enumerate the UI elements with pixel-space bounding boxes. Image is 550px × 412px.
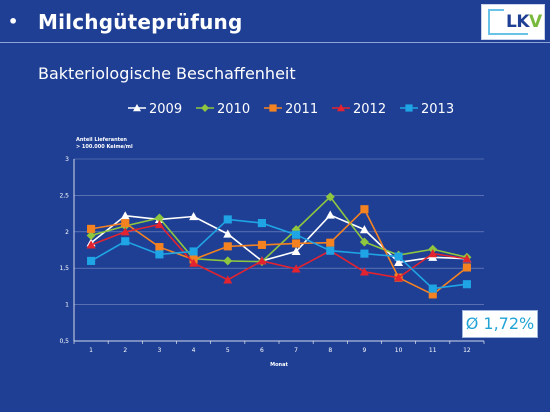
logo-text: LKV <box>506 12 542 32</box>
point-2010-1 <box>86 230 96 240</box>
x-tick-label-12: 12 <box>463 347 471 354</box>
logo-stroke-bottom <box>488 33 528 35</box>
point-2013-7 <box>292 230 301 239</box>
point-2013-1 <box>87 256 96 265</box>
x-axis-label: Monat <box>270 362 288 368</box>
point-2011-9 <box>360 205 369 214</box>
point-2012-2 <box>120 227 130 236</box>
lkv-logo: LKV <box>481 4 545 40</box>
logo-stroke-left <box>488 9 490 33</box>
point-2009-7 <box>291 246 301 256</box>
x-tick-label-3: 3 <box>158 347 162 354</box>
legend-marker-2010 <box>201 104 209 112</box>
point-2009-9 <box>359 225 369 234</box>
point-2009-8 <box>325 210 335 219</box>
point-2012-5 <box>223 275 233 284</box>
logo-letters-lv: LK <box>506 12 530 32</box>
y-tick-label-3: 2 <box>65 229 69 236</box>
point-2010-9 <box>359 237 369 247</box>
point-2011-5 <box>223 242 232 251</box>
series-line-2010 <box>90 195 468 263</box>
x-tick-label-9: 9 <box>363 347 367 354</box>
x-tick-label-6: 6 <box>260 347 264 354</box>
y-tick-label-0: 0,5 <box>59 338 69 345</box>
x-tick-label-7: 7 <box>294 347 298 354</box>
point-2013-3 <box>155 250 164 259</box>
y-tick-label-1: 1 <box>65 302 69 309</box>
point-2011-11 <box>428 290 437 299</box>
legend-marker-2013 <box>405 104 413 112</box>
slide-subtitle: Bakteriologische Beschaffenheit <box>38 64 296 83</box>
legend-label-2013: 2013 <box>421 102 454 117</box>
series-line-2012 <box>90 223 468 281</box>
logo-letter-k: V <box>529 12 542 32</box>
point-2013-5 <box>223 215 232 224</box>
average-badge: Ø 1,72% <box>462 310 538 338</box>
series-line-2011 <box>90 207 468 296</box>
point-2013-4 <box>189 247 198 256</box>
header-rule <box>0 42 550 43</box>
point-2013-2 <box>121 237 130 246</box>
y-tick-label-2: 1,5 <box>59 265 69 272</box>
legend-label-2012: 2012 <box>353 102 386 117</box>
point-2012-11 <box>428 249 438 258</box>
point-2011-8 <box>326 238 335 247</box>
point-2009-10 <box>394 257 404 266</box>
point-2012-10 <box>394 273 404 282</box>
y-axis-label-line1: Anteil Lieferanten <box>76 137 127 143</box>
x-tick-label-5: 5 <box>226 347 230 354</box>
y-tick-label-5: 3 <box>65 156 69 163</box>
x-tick-label-1: 1 <box>89 347 93 354</box>
logo-stroke-top <box>488 9 504 11</box>
legend-label-2009: 2009 <box>149 102 182 117</box>
point-2012-12 <box>462 254 472 263</box>
series-line-2013 <box>90 218 468 290</box>
point-2010-8 <box>325 192 335 202</box>
point-2012-7 <box>291 264 301 273</box>
slide-title: Milchgüteprüfung <box>38 10 243 34</box>
legend-marker-2009 <box>133 104 141 112</box>
point-2010-5 <box>223 256 233 266</box>
point-2011-3 <box>155 243 164 252</box>
point-2013-11 <box>428 284 437 293</box>
x-tick-label-4: 4 <box>192 347 196 354</box>
x-tick-label-10: 10 <box>395 347 403 354</box>
point-2012-1 <box>86 240 96 249</box>
point-2011-2 <box>121 219 130 228</box>
point-2012-3 <box>154 220 164 229</box>
legend-marker-2012 <box>337 104 345 112</box>
point-2013-9 <box>360 249 369 258</box>
point-2013-8 <box>326 246 335 255</box>
x-tick-label-8: 8 <box>328 347 332 354</box>
x-tick-label-2: 2 <box>123 347 127 354</box>
x-tick-label-11: 11 <box>429 347 437 354</box>
point-2013-6 <box>257 219 266 228</box>
y-axis-label-line2: > 100.000 Keime/ml <box>76 144 133 150</box>
point-2010-3 <box>154 213 164 223</box>
point-2011-7 <box>292 239 301 248</box>
legend-label-2011: 2011 <box>285 102 318 117</box>
y-tick-label-4: 2,5 <box>59 192 69 199</box>
point-2009-5 <box>223 229 233 238</box>
point-2013-12 <box>462 280 471 289</box>
point-2011-6 <box>257 240 266 249</box>
point-2009-2 <box>120 211 130 220</box>
point-2011-12 <box>462 263 471 272</box>
point-2012-4 <box>189 258 199 267</box>
point-2011-1 <box>87 224 96 233</box>
point-2012-6 <box>257 256 267 265</box>
point-2013-10 <box>394 252 403 261</box>
point-2009-4 <box>189 212 199 221</box>
title-bullet: • <box>8 12 19 31</box>
legend-label-2010: 2010 <box>217 102 250 117</box>
point-2012-9 <box>359 267 369 276</box>
legend-marker-2011 <box>269 104 277 112</box>
